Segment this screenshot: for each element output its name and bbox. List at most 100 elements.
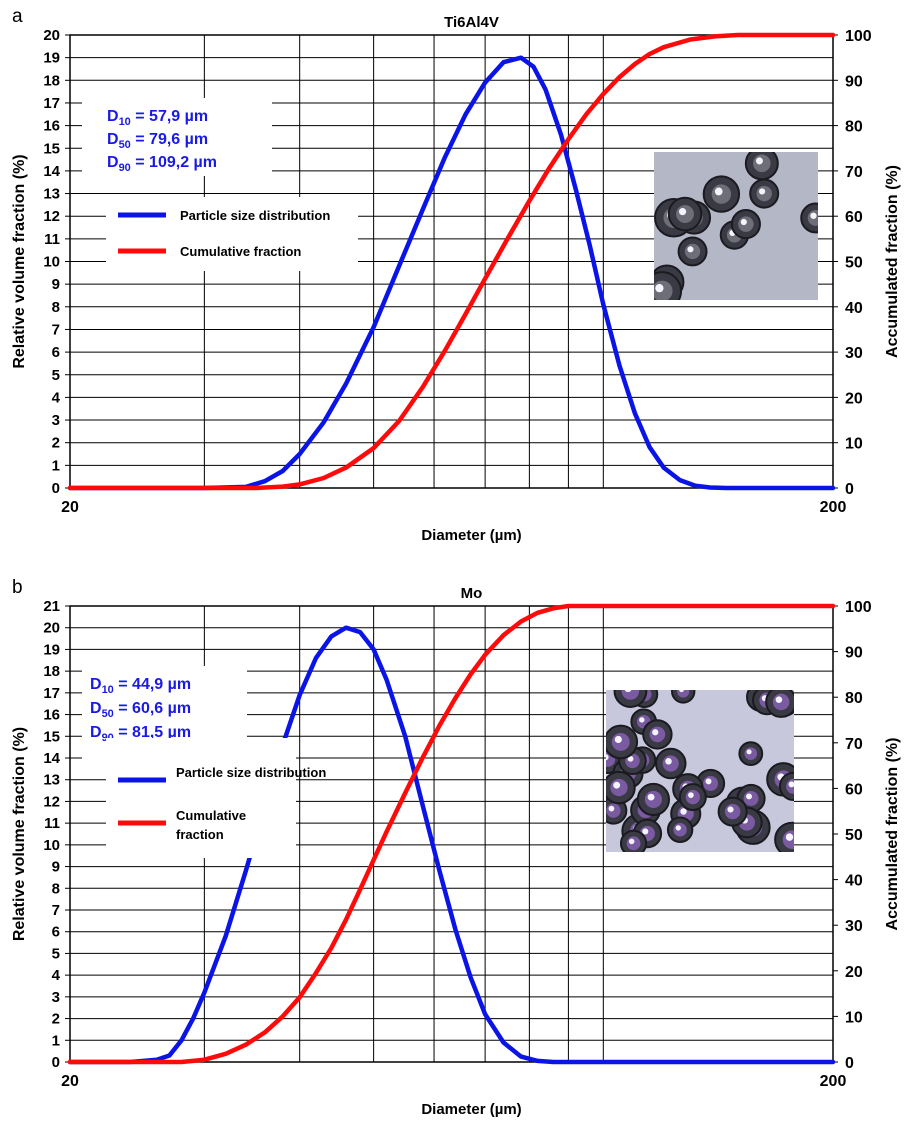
y-tick-label: 10 xyxy=(43,254,60,271)
legend-box xyxy=(106,738,296,858)
d-value-label: D50 = 60,6 µm xyxy=(90,700,191,720)
particle-highlight xyxy=(714,187,723,196)
particle-highlight xyxy=(755,157,763,165)
y2-tick-label: 90 xyxy=(845,73,863,90)
y2-tick-label: 30 xyxy=(845,345,863,362)
y2-tick-label: 0 xyxy=(845,1055,854,1072)
y2-tick-label: 80 xyxy=(845,690,863,707)
y-tick-label: 4 xyxy=(52,967,61,984)
y-tick-label: 3 xyxy=(52,989,60,1006)
d-value-label: D10 = 44,9 µm xyxy=(90,676,191,696)
particle-highlight xyxy=(639,717,645,723)
particle-core xyxy=(621,690,640,700)
legend-label: Particle size distribution xyxy=(176,765,326,780)
particle-highlight xyxy=(624,690,632,693)
particle-highlight xyxy=(680,808,687,815)
y2-tick-label: 40 xyxy=(845,873,863,890)
y-axis-title: Relative volume fraction (%) xyxy=(11,727,28,941)
particle-highlight xyxy=(652,729,659,736)
y-axis-title: Relative volume fraction (%) xyxy=(11,154,28,368)
y-tick-label: 20 xyxy=(43,27,60,44)
particle-highlight xyxy=(785,833,794,841)
y-tick-label: 1 xyxy=(52,457,60,474)
particle-highlight xyxy=(775,696,783,703)
particle-highlight xyxy=(746,749,752,755)
y-tick-label: 14 xyxy=(43,163,60,180)
particle-highlight xyxy=(665,758,672,765)
y-tick-label: 5 xyxy=(52,367,60,384)
series-line-psd xyxy=(67,625,836,1065)
y2-tick-label: 70 xyxy=(845,736,863,753)
y-tick-label: 11 xyxy=(44,231,60,248)
series-line-psd xyxy=(67,55,836,491)
d-value-label: D50 = 79,6 µm xyxy=(107,131,208,151)
legend-label: Cumulative fraction xyxy=(176,808,246,842)
y2-tick-label: 60 xyxy=(845,781,863,798)
inset-micrograph xyxy=(654,152,818,300)
y-tick-label: 18 xyxy=(43,663,60,680)
y-tick-label: 5 xyxy=(52,945,60,962)
y-tick-label: 0 xyxy=(52,1054,60,1071)
legend-label: Particle size distribution xyxy=(180,208,330,223)
y-tick-label: 18 xyxy=(43,72,60,89)
chart-panel-b: b Mo0123456789101112131415161718192021010… xyxy=(11,577,901,1118)
particle-highlight xyxy=(614,735,622,744)
particle-highlight xyxy=(608,805,615,812)
annotation-box xyxy=(82,98,272,176)
x-tick-label: 20 xyxy=(61,499,79,516)
y2-tick-label: 100 xyxy=(845,28,872,45)
particle-highlight xyxy=(628,838,635,845)
y2-tick-label: 60 xyxy=(845,209,863,226)
particle-highlight xyxy=(627,755,634,762)
panel-label: b xyxy=(12,577,23,598)
y-tick-label: 9 xyxy=(52,276,60,293)
y-tick-label: 2 xyxy=(52,435,60,452)
y2-tick-label: 90 xyxy=(845,645,863,662)
y-tick-label: 15 xyxy=(43,140,60,157)
particle-highlight xyxy=(675,825,681,831)
chart-panel-a: a Ti6Al4V01234567891011121314151617181920… xyxy=(11,6,901,544)
y2-tick-label: 50 xyxy=(845,255,863,272)
x-tick-label: 20 xyxy=(61,1073,79,1090)
inset-micrograph xyxy=(606,690,794,852)
y2-tick-label: 10 xyxy=(845,436,863,453)
y-tick-label: 13 xyxy=(43,186,60,203)
particle-highlight xyxy=(810,212,817,219)
particle-highlight xyxy=(678,208,687,216)
y-tick-label: 17 xyxy=(43,685,60,702)
y-tick-label: 6 xyxy=(52,924,60,941)
y-tick-label: 19 xyxy=(43,50,60,67)
y-tick-label: 10 xyxy=(43,837,60,854)
y-tick-label: 13 xyxy=(43,772,60,789)
y2-axis-title: Accumulated fraction (%) xyxy=(884,165,901,358)
y2-axis-title: Accumulated fraction (%) xyxy=(884,738,901,931)
particle-highlight xyxy=(655,284,664,293)
y2-tick-label: 0 xyxy=(845,481,854,498)
y-tick-label: 3 xyxy=(52,412,60,429)
particle-highlight xyxy=(688,792,694,798)
particle-highlight xyxy=(606,754,609,761)
particle-highlight xyxy=(679,690,684,693)
y2-tick-label: 40 xyxy=(845,300,863,317)
y-tick-label: 6 xyxy=(52,344,60,361)
particle-highlight xyxy=(687,246,694,253)
y2-tick-label: 30 xyxy=(845,918,863,935)
y-tick-label: 21 xyxy=(43,598,60,615)
y-tick-label: 12 xyxy=(43,208,60,225)
d-value-label: D10 = 57,9 µm xyxy=(107,108,208,128)
particle-highlight xyxy=(746,793,753,800)
particle-highlight xyxy=(705,778,712,785)
particle-highlight xyxy=(758,188,766,195)
chart-title: Ti6Al4V xyxy=(444,14,499,31)
series-line-cumulative xyxy=(67,32,836,491)
series-line-cumulative xyxy=(67,603,836,1065)
x-axis-title: Diameter (µm) xyxy=(421,527,521,544)
legend: Particle size distribution Cumulative fra… xyxy=(106,197,358,271)
y-tick-label: 8 xyxy=(52,299,60,316)
y-tick-label: 11 xyxy=(44,815,60,832)
y-tick-label: 16 xyxy=(43,707,60,724)
particle-highlight xyxy=(647,793,655,801)
y-tick-label: 15 xyxy=(43,728,60,745)
y2-tick-label: 20 xyxy=(845,964,863,981)
d-values-annotation: D10 = 57,9 µm D50 = 79,6 µm D90 = 109,2 µm xyxy=(82,98,272,176)
